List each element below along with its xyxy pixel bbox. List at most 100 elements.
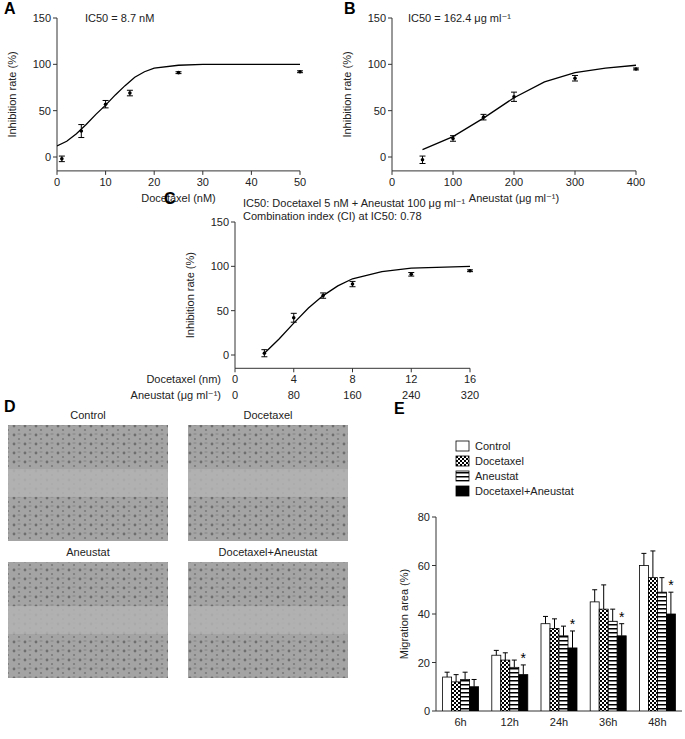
- plot-area: [420, 65, 640, 163]
- title: IC50: Docetaxel 5 nM + Aneustat 100 μg m…: [243, 197, 466, 209]
- micrograph: [8, 562, 168, 678]
- title: IC50 = 8.7 nM: [85, 12, 154, 24]
- error-bar: [297, 71, 303, 73]
- y-tick: [432, 614, 436, 615]
- legend: ControlDocetaxelAneustatDocetaxel+Aneust…: [456, 440, 574, 497]
- x-tick-label: 0: [54, 176, 60, 188]
- x-tick: [154, 171, 155, 175]
- x-tick-label: 12h: [501, 716, 519, 728]
- y-tick-label: 150: [33, 12, 51, 24]
- x-tick: [352, 368, 353, 372]
- error-bar: [633, 68, 639, 70]
- figure: A05010015001020304050Docetaxel (nM)Inhib…: [0, 0, 685, 739]
- x-tick-label: 12: [405, 373, 417, 385]
- error-bar: [420, 156, 426, 163]
- significance: *: [570, 616, 576, 632]
- x-tick-label: 48h: [648, 716, 666, 728]
- fit-curve: [264, 266, 470, 353]
- y-tick-label: 100: [211, 260, 229, 272]
- bar: [559, 636, 568, 711]
- y-tick-label: 150: [368, 12, 386, 24]
- bar: [568, 648, 577, 711]
- y-axis: [57, 18, 58, 171]
- point: [292, 316, 296, 320]
- y-tick-label: 50: [217, 305, 229, 317]
- error-bar: [350, 281, 356, 286]
- y-axis-label: Inhibition rate (%): [184, 252, 196, 338]
- y-tick: [231, 222, 235, 223]
- x-tick-label: 10: [99, 176, 111, 188]
- bar: [492, 655, 501, 711]
- point: [409, 273, 413, 277]
- scratch-gap: [188, 469, 348, 497]
- y-tick-label: 50: [374, 105, 386, 117]
- x-tick: [575, 171, 576, 175]
- panel-label: E: [394, 400, 405, 417]
- y-tick-label: 0: [424, 705, 430, 717]
- y-tick-label: 60: [418, 560, 430, 572]
- x-tick-label: 20: [148, 176, 160, 188]
- x-tick: [392, 171, 393, 175]
- x-tick-label: 0: [389, 176, 395, 188]
- error-bar: [659, 578, 664, 593]
- y-tick-label: 80: [418, 511, 430, 523]
- y-tick: [53, 157, 57, 158]
- panel-label: A: [4, 0, 16, 17]
- x-tick-label: 8: [349, 373, 355, 385]
- error-bar: [512, 660, 517, 667]
- x2-tick-label: 80: [288, 389, 300, 401]
- x2-tick-label: 240: [402, 389, 420, 401]
- error-bar: [641, 553, 646, 565]
- plot-area: [261, 266, 473, 356]
- x-tick-label: 6h: [454, 716, 466, 728]
- error-bar: [494, 650, 499, 655]
- x-axis-label: Aneustat (μg ml⁻¹): [469, 192, 559, 204]
- point: [421, 158, 425, 162]
- bar: [639, 566, 648, 712]
- x-tick-label: 400: [627, 176, 645, 188]
- legend-swatch: [456, 486, 469, 496]
- bar: [519, 675, 528, 711]
- panel-a: A05010015001020304050Docetaxel (nM)Inhib…: [4, 0, 306, 204]
- y-tick: [231, 310, 235, 311]
- point: [634, 67, 638, 71]
- point: [128, 91, 132, 95]
- panel-d: DControlDocetaxelAneustatDocetaxel+Aneus…: [4, 398, 348, 678]
- point: [468, 269, 472, 273]
- y-tick: [432, 565, 436, 566]
- legend-label: Control: [475, 440, 510, 452]
- x-axis: [57, 170, 300, 171]
- bar: [590, 602, 599, 711]
- point: [60, 157, 64, 161]
- y-tick: [53, 110, 57, 111]
- panel-e: E020406080Migration area (%)****6h12h24h…: [394, 400, 682, 728]
- error-bar: [472, 679, 477, 686]
- error-bar: [610, 609, 615, 621]
- legend-swatch: [456, 441, 469, 451]
- bar: [452, 682, 461, 711]
- error-bar: [127, 90, 133, 96]
- x-tick-label: 30: [197, 176, 209, 188]
- legend-swatch: [456, 456, 469, 466]
- micrograph: [8, 425, 168, 541]
- y-tick: [432, 662, 436, 663]
- error-bar: [408, 273, 414, 277]
- x-tick: [300, 171, 301, 175]
- x-tick: [202, 171, 203, 175]
- x-tick: [105, 171, 106, 175]
- image-title: Docetaxel: [244, 409, 293, 421]
- subtitle: Combination index (CI) at IC50: 0.78: [243, 210, 422, 222]
- bar: [470, 687, 479, 711]
- y-tick: [432, 517, 436, 518]
- error-bar: [561, 626, 566, 636]
- x-axis-label: Docetaxel (nm): [146, 373, 221, 385]
- y-axis: [235, 222, 236, 368]
- x-tick-label: 200: [505, 176, 523, 188]
- x-tick: [636, 171, 637, 175]
- error-bar: [601, 585, 606, 609]
- panel-c: C0501001500481216Docetaxel (nm)080160240…: [131, 190, 480, 401]
- error-bar: [463, 672, 468, 679]
- error-bar: [592, 590, 597, 602]
- point: [177, 71, 181, 75]
- y-tick-label: 150: [211, 216, 229, 228]
